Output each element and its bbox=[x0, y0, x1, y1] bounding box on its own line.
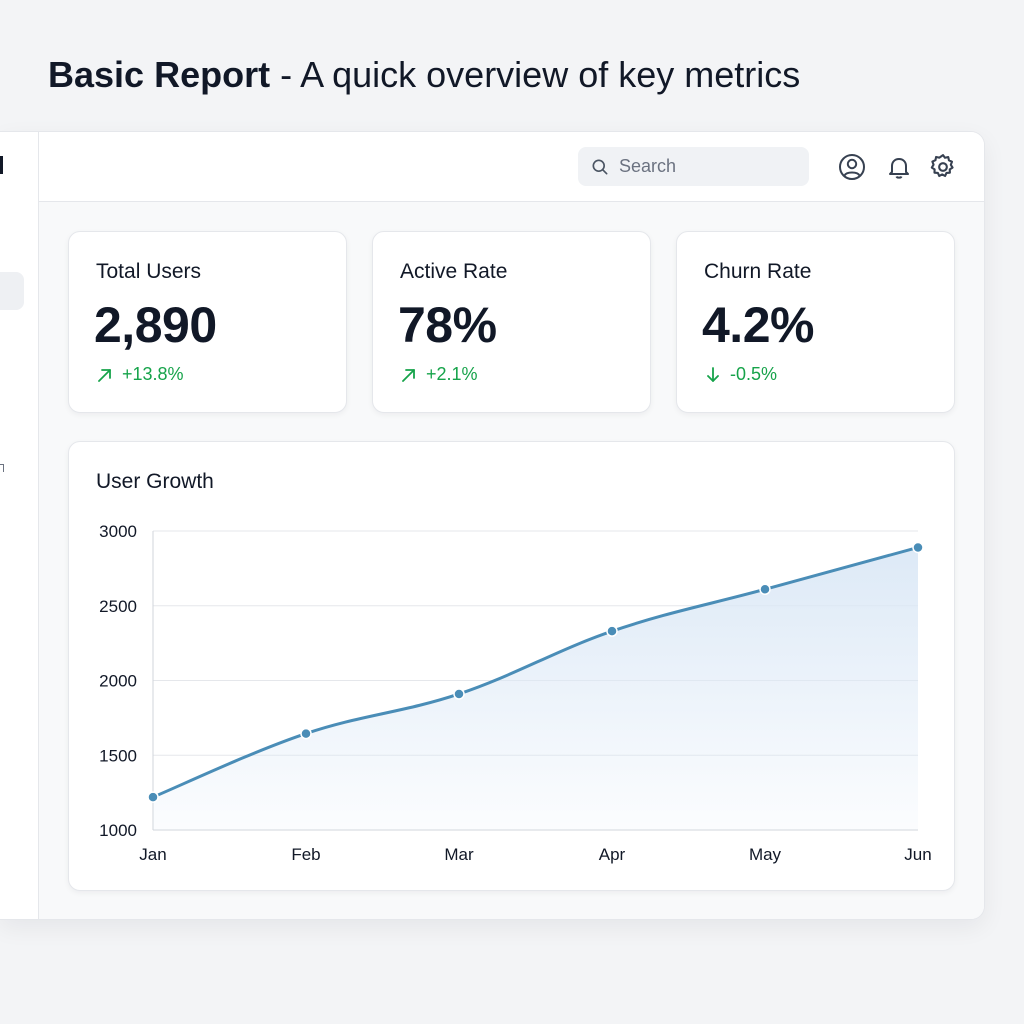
notifications-button[interactable] bbox=[884, 152, 914, 182]
kpi-label: Total Users bbox=[96, 260, 202, 283]
y-tick-label: 2000 bbox=[99, 672, 137, 691]
sidebar-item-active[interactable] bbox=[0, 272, 24, 310]
kpi-card-churn-rate: Churn Rate 4.2% -0.5% bbox=[676, 231, 955, 413]
user-growth-chart-card: User Growth 1000 1500 2000 2500 3000 Jan Feb Ma… bbox=[68, 441, 955, 891]
kpi-delta-value: +2.1% bbox=[426, 364, 478, 384]
profile-button[interactable] bbox=[837, 152, 867, 182]
x-tick-label: Jan bbox=[139, 845, 166, 864]
gear-icon bbox=[930, 154, 954, 178]
kpi-card-active-rate: Active Rate 78% +2.1% bbox=[372, 231, 651, 413]
search-box[interactable] bbox=[578, 147, 809, 186]
kpi-card-total-users: Total Users 2,890 +13.8% bbox=[68, 231, 347, 413]
search-input[interactable] bbox=[619, 156, 799, 177]
arrow-up-right-icon bbox=[98, 368, 111, 382]
sidebar bbox=[0, 132, 39, 919]
data-point[interactable] bbox=[300, 727, 312, 740]
y-tick-label: 3000 bbox=[99, 522, 137, 541]
top-bar bbox=[39, 132, 984, 202]
bell-icon bbox=[889, 158, 909, 179]
data-point[interactable] bbox=[453, 688, 465, 700]
data-point[interactable] bbox=[606, 625, 618, 637]
kpi-label: Active Rate bbox=[400, 260, 508, 283]
kpi-label: Churn Rate bbox=[704, 260, 812, 283]
series-line bbox=[151, 545, 920, 799]
user-icon bbox=[839, 154, 865, 180]
search-icon bbox=[592, 159, 608, 174]
x-tick-label: Feb bbox=[291, 845, 320, 864]
settings-button[interactable] bbox=[928, 152, 958, 182]
app-window: Total Users 2,890 +13.8% Active Rate 78%… bbox=[0, 131, 985, 920]
sidebar-item-partial[interactable] bbox=[0, 464, 4, 472]
dashboard-content: Total Users 2,890 +13.8% Active Rate 78%… bbox=[39, 202, 984, 919]
data-point[interactable] bbox=[912, 541, 924, 554]
data-point[interactable] bbox=[759, 583, 771, 596]
kpi-delta: +13.8% bbox=[96, 364, 184, 385]
arrow-down-icon bbox=[707, 366, 719, 382]
arrow-up-right-icon bbox=[402, 368, 415, 382]
x-tick-label: Apr bbox=[599, 845, 626, 864]
data-point[interactable] bbox=[147, 791, 159, 803]
y-tick-label: 1000 bbox=[99, 821, 137, 840]
page-title-bold: Basic Report bbox=[48, 54, 271, 95]
page-title: Basic Report - A quick overview of key m… bbox=[48, 52, 800, 98]
sidebar-logo bbox=[0, 156, 3, 174]
x-tick-label: Mar bbox=[444, 845, 474, 864]
page-title-subtitle: - A quick overview of key metrics bbox=[270, 54, 801, 95]
series-area bbox=[153, 547, 918, 830]
kpi-delta-value: -0.5% bbox=[730, 364, 778, 384]
user-growth-chart: 1000 1500 2000 2500 3000 Jan Feb Mar Apr May Jun bbox=[99, 522, 932, 864]
x-tick-label: May bbox=[749, 845, 782, 864]
chart-title: User Growth bbox=[96, 470, 214, 493]
kpi-delta: -0.5% bbox=[704, 364, 777, 385]
kpi-value: 78% bbox=[398, 297, 497, 353]
y-tick-label: 2500 bbox=[99, 597, 137, 616]
kpi-delta-value: +13.8% bbox=[122, 364, 184, 384]
kpi-value: 2,890 bbox=[94, 297, 217, 353]
kpi-value: 4.2% bbox=[702, 297, 814, 353]
y-tick-label: 1500 bbox=[99, 746, 137, 765]
x-tick-label: Jun bbox=[904, 845, 931, 864]
kpi-delta: +2.1% bbox=[400, 364, 478, 385]
